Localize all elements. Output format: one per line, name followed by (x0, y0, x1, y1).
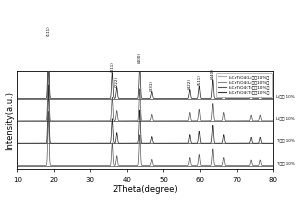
Text: (533): (533) (249, 80, 253, 92)
Text: (111): (111) (46, 26, 50, 36)
Text: (422): (422) (188, 78, 192, 89)
Text: (222): (222) (115, 76, 119, 87)
Text: Li过量 10%: Li过量 10% (276, 94, 295, 98)
Text: (531): (531) (222, 78, 226, 89)
X-axis label: 2Theta(degree): 2Theta(degree) (112, 185, 178, 194)
Text: (400): (400) (138, 52, 142, 63)
Text: (511): (511) (197, 74, 201, 85)
Text: Li少量 10%: Li少量 10% (276, 116, 295, 120)
Text: (622): (622) (258, 80, 262, 92)
Legend: LiCrTiO4(Li过量10%）, LiCrTiO4(Li少量10%）, LiCrTiO4(Ti过量10%）, LiCrTiO4(Ti少量10%）: LiCrTiO4(Li过量10%）, LiCrTiO4(Li少量10%）, Li… (216, 73, 272, 97)
Text: (440): (440) (211, 68, 215, 79)
Text: (311): (311) (110, 61, 114, 72)
Text: Ti过量 10%: Ti过量 10% (276, 139, 295, 143)
Text: Ti少量 10%: Ti少量 10% (276, 161, 295, 165)
Text: (331): (331) (150, 80, 154, 91)
Y-axis label: Intensity(a.u.): Intensity(a.u.) (6, 91, 15, 150)
